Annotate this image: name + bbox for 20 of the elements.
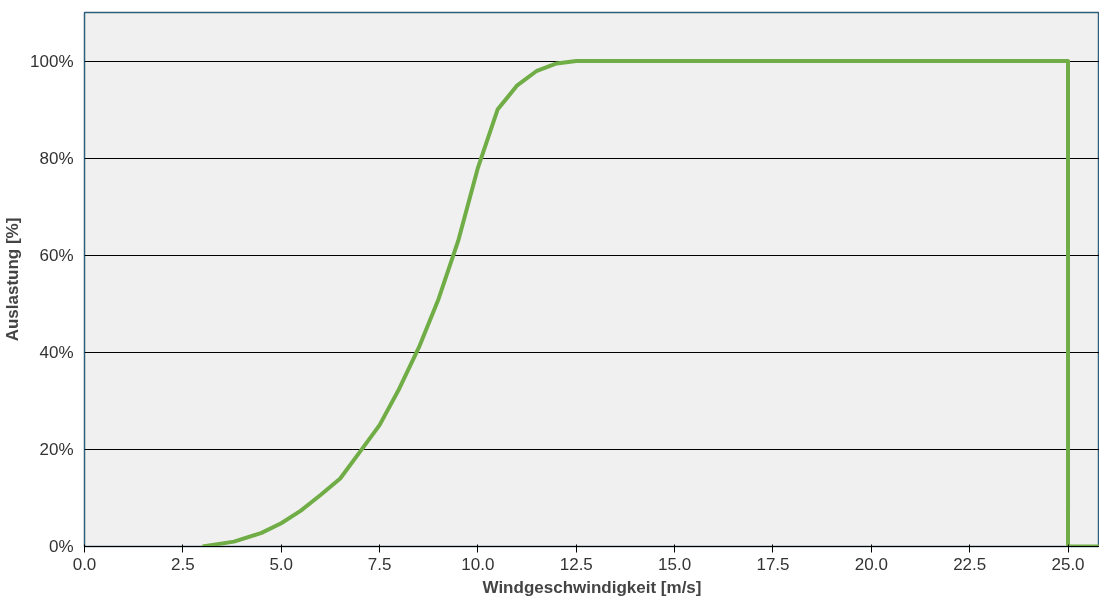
y-tick-label: 0% (48, 537, 74, 556)
x-tick-label: 2.5 (171, 554, 195, 574)
y-tick-label: 100% (30, 51, 74, 71)
line-series (200, 59, 1099, 547)
y-tick-label: 40% (39, 342, 74, 362)
y-tick-label: 20% (39, 439, 74, 459)
x-tick-label: 22.5 (953, 554, 987, 574)
x-tick-label: 7.5 (367, 554, 392, 574)
x-tick-label: 17.5 (756, 554, 790, 574)
x-tick-label: 25.0 (1051, 554, 1085, 574)
y-tick-label: 60% (39, 245, 74, 265)
y-axis-title: Auslastung [%] (3, 217, 23, 342)
y-tick-label: 80% (39, 148, 74, 168)
x-tick-label: 15.0 (658, 554, 692, 574)
x-tick-label: 5.0 (269, 554, 294, 574)
x-tick-label: 0.0 (72, 554, 97, 574)
x-tick-label: 12.5 (559, 554, 593, 574)
x-tick-label: 10.0 (461, 554, 495, 574)
x-axis-title: Windgeschwindigkeit [m/s] (482, 577, 702, 597)
x-tick-label: 20.0 (854, 554, 888, 574)
